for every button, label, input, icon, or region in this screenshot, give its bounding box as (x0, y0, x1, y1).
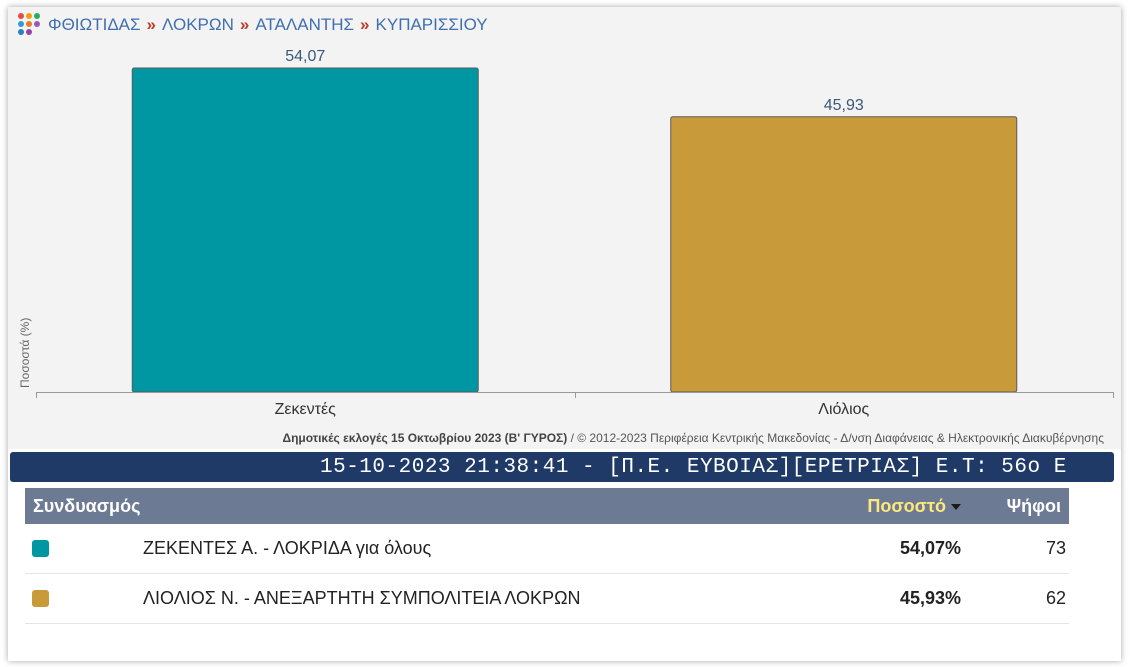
header-percent-label[interactable]: Ποσοστό (867, 495, 946, 516)
bar-value-label: 54,07 (285, 48, 325, 65)
breadcrumb-separator: » (239, 15, 250, 34)
breadcrumb-item-atalantis[interactable]: ΑΤΑΛΑΝΤΗΣ (255, 15, 355, 34)
bar-chart: 54,07 Ζεκεντές 45,93 Λιόλιος (36, 48, 1114, 418)
table-row[interactable]: ΛΙΟΛΙΟΣ Ν. - ΑΝΕΞΑΡΤΗΤΗ ΣΥΜΠΟΛΙΤΕΙΑ ΛΟΚΡ… (25, 574, 1069, 624)
dots-logo-icon (18, 12, 40, 38)
row-votes: 73 (1045, 538, 1066, 558)
row-coalition-name: ΖΕΚΕΝΤΕΣ Α. - ΛΟΚΡΙΔΑ για όλους (143, 538, 432, 558)
table-header: Συνδυασμός Ποσοστό Ψήφοι (25, 488, 1069, 524)
chart-footer: Δημοτικές εκλογές 15 Οκτωβρίου 2023 (Β' … (282, 431, 1104, 445)
header-coalition[interactable]: Συνδυασμός (33, 495, 141, 516)
bar-1 (670, 116, 1018, 393)
swatch-cell (25, 540, 143, 557)
breadcrumb-item-lokron[interactable]: ΛΟΚΡΩΝ (162, 15, 234, 34)
breadcrumb-separator: » (146, 15, 156, 34)
x-tick-label: Λιόλιος (818, 401, 869, 418)
header-percent[interactable]: Ποσοστό (837, 496, 977, 517)
breadcrumb-separator: » (360, 15, 370, 34)
ticker-text: 15-10-2023 21:38:41 - [Π.Ε. ΕΥΒΟΙΑΣ][ΕΡΕ… (320, 455, 1067, 479)
table-row[interactable]: ΖΕΚΕΝΤΕΣ Α. - ΛΟΚΡΙΔΑ για όλους 54,07% 7… (25, 524, 1069, 574)
news-ticker: 15-10-2023 21:38:41 - [Π.Ε. ΕΥΒΟΙΑΣ][ΕΡΕ… (10, 452, 1114, 482)
row-votes: 62 (1045, 588, 1066, 608)
sort-down-icon[interactable] (951, 504, 961, 510)
color-swatch (32, 540, 49, 557)
chart-footer-election: Δημοτικές εκλογές 15 Οκτωβρίου 2023 (Β' … (282, 431, 568, 445)
header-votes[interactable]: Ψήφοι (1006, 495, 1061, 516)
row-coalition-name: ΛΙΟΛΙΟΣ Ν. - ΑΝΕΞΑΡΤΗΤΗ ΣΥΜΠΟΛΙΤΕΙΑ ΛΟΚΡ… (143, 588, 581, 608)
row-percent: 54,07% (899, 538, 961, 558)
results-table: Συνδυασμός Ποσοστό Ψήφοι ΖΕΚΕΝΤΕΣ Α. - Λ… (25, 488, 1069, 624)
color-swatch (32, 590, 49, 607)
swatch-cell (25, 590, 143, 607)
breadcrumb: ΦΘΙΩΤΙΔΑΣ » ΛΟΚΡΩΝ » ΑΤΑΛΑΝΤΗΣ » ΚΥΠΑΡΙΣ… (18, 12, 488, 38)
bar-value-label: 45,93 (824, 97, 864, 114)
bar-0 (131, 67, 479, 393)
breadcrumb-item-fthiotidas[interactable]: ΦΘΙΩΤΙΔΑΣ (48, 15, 141, 34)
chart-footer-copyright: / © 2012-2023 Περιφέρεια Κεντρικής Μακεδ… (567, 431, 1104, 445)
breadcrumb-item-kyparissiou[interactable]: ΚΥΠΑΡΙΣΣΙΟΥ (375, 15, 488, 34)
y-axis-title: Ποσοστά (%) (18, 317, 32, 388)
row-percent: 45,93% (899, 588, 961, 608)
x-tick-label: Ζεκεντές (275, 401, 336, 418)
